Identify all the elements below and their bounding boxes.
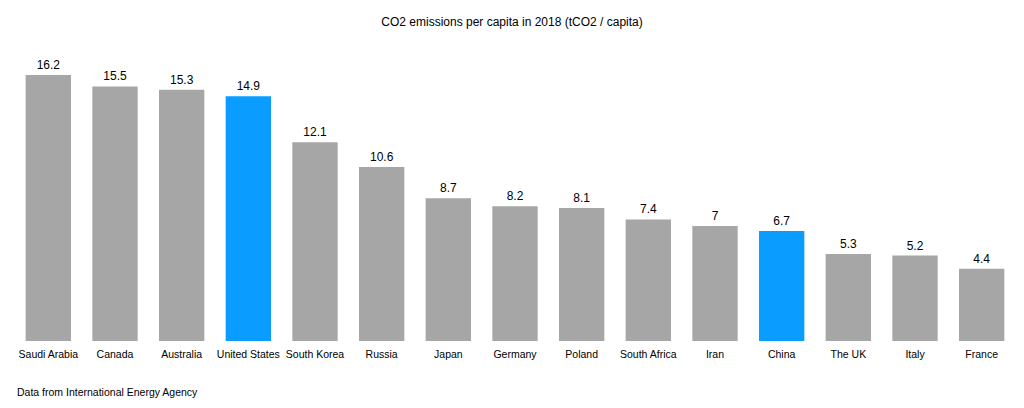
svg-text:United States: United States xyxy=(217,348,280,360)
svg-text:7.4: 7.4 xyxy=(640,202,657,216)
svg-text:12.1: 12.1 xyxy=(303,125,327,139)
svg-text:15.3: 15.3 xyxy=(170,73,194,87)
svg-text:14.9: 14.9 xyxy=(237,79,261,93)
svg-text:Canada: Canada xyxy=(97,348,134,360)
svg-text:6.7: 6.7 xyxy=(773,214,790,228)
svg-text:4.4: 4.4 xyxy=(973,252,990,266)
svg-text:8.1: 8.1 xyxy=(573,191,590,205)
svg-text:China: China xyxy=(768,348,796,360)
svg-text:Data from International Energy: Data from International Energy Agency xyxy=(17,386,198,398)
svg-text:16.2: 16.2 xyxy=(37,58,61,72)
svg-text:15.5: 15.5 xyxy=(103,69,127,83)
svg-text:CO2 emissions per capita in 20: CO2 emissions per capita in 2018 (tCO2 /… xyxy=(381,15,642,29)
svg-text:France: France xyxy=(965,348,998,360)
svg-text:Germany: Germany xyxy=(493,348,537,360)
svg-text:Saudi Arabia: Saudi Arabia xyxy=(19,348,79,360)
svg-text:Iran: Iran xyxy=(706,348,724,360)
svg-text:Australia: Australia xyxy=(161,348,202,360)
svg-text:7: 7 xyxy=(712,209,719,223)
svg-text:Poland: Poland xyxy=(565,348,598,360)
svg-text:Italy: Italy xyxy=(905,348,925,360)
svg-text:South Korea: South Korea xyxy=(286,348,345,360)
svg-text:10.6: 10.6 xyxy=(370,150,394,164)
svg-text:8.2: 8.2 xyxy=(507,189,524,203)
svg-text:Russia: Russia xyxy=(366,348,398,360)
svg-text:5.2: 5.2 xyxy=(907,239,924,253)
svg-text:The UK: The UK xyxy=(831,348,867,360)
svg-text:South Africa: South Africa xyxy=(620,348,677,360)
svg-text:Japan: Japan xyxy=(434,348,463,360)
svg-text:8.7: 8.7 xyxy=(440,181,457,195)
svg-text:5.3: 5.3 xyxy=(840,237,857,251)
